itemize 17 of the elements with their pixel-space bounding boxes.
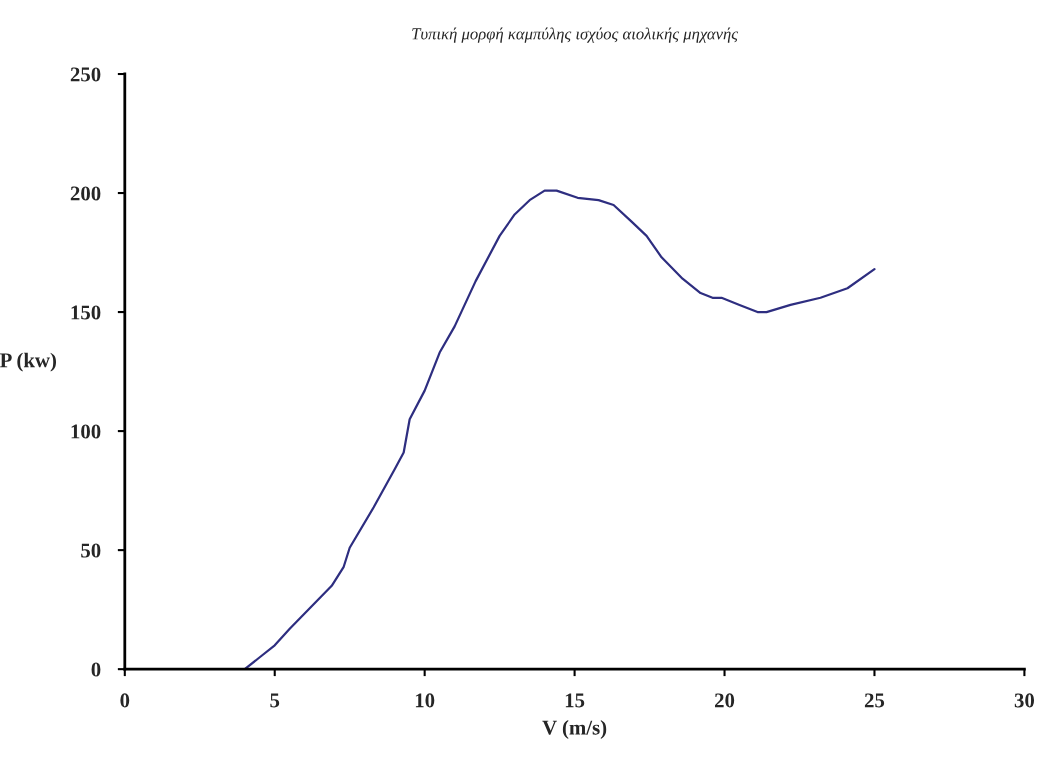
x-axis-title: V (m/s): [542, 719, 607, 739]
y-axis-title: P (kw): [0, 352, 57, 372]
x-tick-label: 10: [415, 693, 435, 708]
x-tick-label: 0: [120, 693, 130, 708]
y-tick-label: 150: [71, 305, 101, 320]
x-tick-label: 5: [270, 693, 280, 708]
line-series: [243, 189, 876, 670]
y-tick-label: 200: [70, 186, 101, 201]
x-tick-label: 20: [714, 693, 735, 708]
chart-title: Τυπική μορφή καμπύλης ισχύος αιολικής μηχανής: [412, 27, 739, 43]
y-tick-label: 250: [70, 67, 101, 82]
x-tick-label: 30: [1014, 693, 1035, 708]
x-tick-label: 25: [864, 693, 885, 708]
y-tick-label: 100: [71, 424, 101, 439]
y-tick-label: 0: [91, 662, 101, 677]
x-tick-label: 15: [565, 693, 585, 708]
y-tick-label: 50: [81, 543, 101, 558]
